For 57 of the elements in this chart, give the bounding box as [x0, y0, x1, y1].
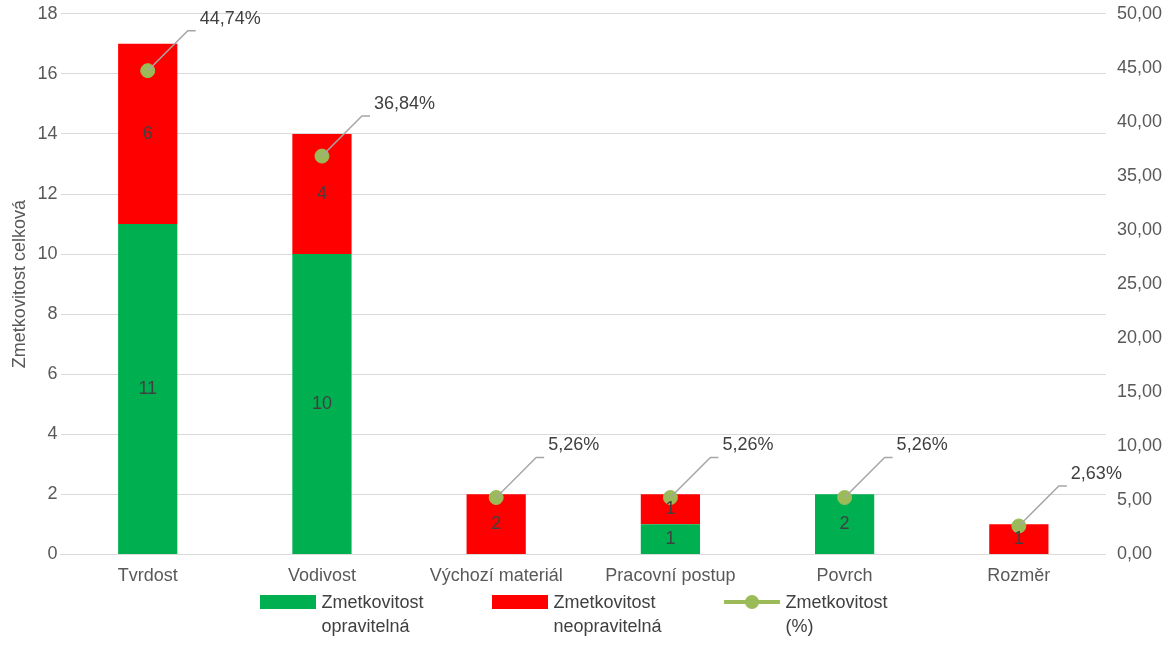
data-label: 1 [1013, 528, 1024, 549]
y2-tick-label: 10,00 [1116, 435, 1162, 456]
y2-tick-label: 30,00 [1116, 219, 1162, 240]
bar [292, 133, 352, 255]
data-label: 2 [839, 513, 850, 534]
bar [989, 524, 1049, 554]
point [488, 490, 504, 506]
data-label: 10 [311, 392, 332, 413]
data-label: 1 [665, 528, 676, 549]
y2-tick-label: 5,00 [1116, 489, 1152, 510]
data-label: 11 [138, 377, 158, 398]
y2-tick-label: 0,00 [1116, 543, 1152, 564]
y-tick-label: 10 [37, 243, 58, 264]
y-tick-label: 14 [37, 122, 58, 143]
x-tick-label: Vodivost [287, 565, 356, 586]
data-label: 44,74% [199, 7, 261, 28]
y-tick-label: 16 [37, 62, 58, 83]
y2-tick-label: 25,00 [1116, 273, 1162, 294]
point [140, 63, 156, 79]
y-tick-label: 18 [37, 2, 58, 23]
y-tick-label: 2 [47, 483, 58, 504]
y-tick-label: 8 [47, 303, 58, 324]
x-tick-label: Rozměr [987, 565, 1051, 586]
bar [640, 494, 701, 525]
x-tick-label: Pracovní postup [605, 565, 736, 586]
data-label: 5,26% [896, 434, 948, 455]
y2-tick-label: 40,00 [1116, 110, 1162, 131]
data-label: 2,63% [1070, 462, 1122, 483]
x-tick-label: Povrch [816, 565, 873, 586]
y2-tick-label: 20,00 [1116, 327, 1162, 348]
y2-tick-label: 45,00 [1116, 56, 1162, 77]
y-axis-title: Zmetkovitost celková [8, 199, 29, 369]
y-tick-label: 4 [47, 423, 58, 444]
point [837, 490, 853, 506]
legend-label: Zmetkovitost (%) [785, 591, 889, 638]
bar [118, 43, 178, 225]
bar [292, 254, 352, 554]
legend-label: Zmetkovitost neopravitelná [553, 591, 663, 638]
bar [815, 494, 875, 554]
x-tick-label: Tvrdost [117, 565, 178, 586]
y2-tick-label: 50,00 [1116, 2, 1162, 23]
y-tick-label: 6 [47, 363, 58, 384]
data-label: 5,26% [548, 434, 600, 455]
data-label: 36,84% [373, 93, 436, 114]
y-tick-label: 12 [37, 182, 58, 203]
data-label: 5,26% [722, 434, 774, 455]
y2-tick-label: 15,00 [1116, 381, 1162, 402]
y-tick-label: 0 [47, 543, 58, 564]
data-label: 2 [491, 513, 502, 534]
legend-label: Zmetkovitost opravitelná [321, 591, 425, 638]
data-label: 4 [316, 182, 327, 203]
bar [466, 494, 526, 554]
bar [640, 524, 701, 554]
bar [118, 224, 178, 554]
y2-tick-label: 35,00 [1116, 164, 1162, 185]
x-tick-label: Výchozí materiál [429, 565, 563, 586]
data-label: 6 [142, 122, 153, 143]
